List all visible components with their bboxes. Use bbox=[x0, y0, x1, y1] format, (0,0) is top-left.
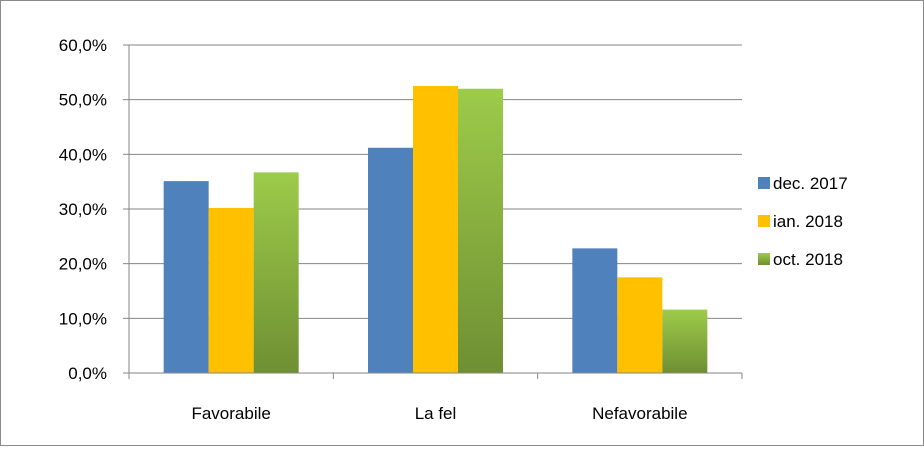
x-tick-label-nefavorabile: Nefavorabile bbox=[592, 404, 687, 423]
axes bbox=[128, 45, 743, 379]
legend-label-oct-2018: oct. 2018 bbox=[773, 250, 843, 269]
x-tick-label-favorabile: Favorabile bbox=[191, 404, 270, 423]
bar-nefavorabile-ian-2018 bbox=[617, 277, 663, 373]
bars bbox=[163, 86, 708, 373]
y-tick-label: 50,0% bbox=[59, 91, 107, 110]
bar-la-fel-dec-2017 bbox=[368, 147, 413, 373]
y-tick-label: 0,0% bbox=[68, 364, 107, 383]
bar-nefavorabile-oct-2018 bbox=[662, 309, 708, 373]
y-tick-label: 30,0% bbox=[59, 200, 107, 219]
bar-la-fel-oct-2018 bbox=[458, 88, 503, 373]
bar-nefavorabile-dec-2017 bbox=[572, 248, 618, 373]
legend-swatch-oct-2018 bbox=[758, 253, 770, 265]
y-tick-label: 60,0% bbox=[59, 36, 107, 55]
x-tick-label-la-fel: La fel bbox=[415, 404, 457, 423]
legend: dec. 2017 ian. 2018 oct. 2018 bbox=[758, 174, 848, 269]
legend-label-ian-2018: ian. 2018 bbox=[773, 212, 843, 231]
bar-la-fel-ian-2018 bbox=[413, 86, 458, 373]
bar-favorabile-oct-2018 bbox=[253, 172, 299, 373]
y-tick-label: 40,0% bbox=[59, 145, 107, 164]
bar-favorabile-ian-2018 bbox=[208, 207, 254, 373]
y-tick-label: 20,0% bbox=[59, 255, 107, 274]
legend-label-dec-2017: dec. 2017 bbox=[773, 174, 848, 193]
bar-favorabile-dec-2017 bbox=[163, 181, 209, 373]
legend-swatch-dec-2017 bbox=[758, 177, 770, 189]
legend-swatch-ian-2018 bbox=[758, 215, 770, 227]
y-tick-label: 10,0% bbox=[59, 309, 107, 328]
y-tick-labels: 0,0% 10,0% 20,0% 30,0% 40,0% 50,0% 60,0% bbox=[59, 36, 107, 383]
x-tick-labels: Favorabile La fel Nefavorabile bbox=[191, 404, 687, 423]
